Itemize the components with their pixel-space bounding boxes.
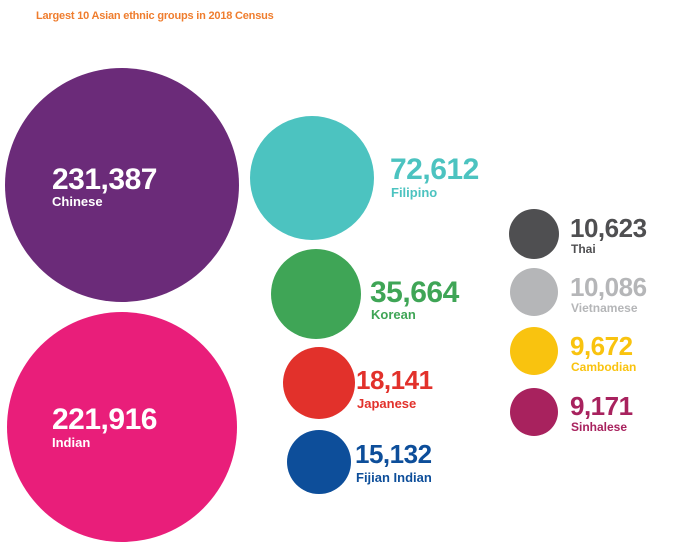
value-label-korean: 35,664 [370, 276, 459, 309]
value-label-chinese: 231,387 [52, 163, 157, 196]
value-label-thai: 10,623 [570, 213, 647, 243]
value-label-vietnamese: 10,086 [570, 272, 647, 302]
category-label-japanese: Japanese [357, 396, 417, 411]
category-label-sinhalese: Sinhalese [571, 420, 628, 434]
value-label-filipino: 72,612 [390, 153, 479, 186]
bubble-vietnamese [510, 268, 558, 316]
category-label-vietnamese: Vietnamese [571, 301, 638, 315]
category-label-chinese: Chinese [52, 194, 103, 209]
category-label-fijian-indian: Fijian Indian [356, 470, 432, 485]
value-label-cambodian: 9,672 [570, 331, 633, 361]
chart-title: Largest 10 Asian ethnic groups in 2018 C… [36, 10, 274, 22]
bubble-korean [271, 249, 361, 339]
bubble-thai [509, 209, 559, 259]
bubble-filipino [250, 116, 374, 240]
value-label-sinhalese: 9,171 [570, 391, 633, 421]
bubble-indian [7, 312, 237, 542]
category-label-thai: Thai [571, 242, 596, 256]
bubble-fijian-indian [287, 430, 351, 494]
category-label-cambodian: Cambodian [571, 360, 637, 374]
bubble-chinese [5, 68, 239, 302]
bubble-sinhalese [510, 388, 558, 436]
bubble-cambodian [510, 327, 558, 375]
category-label-filipino: Filipino [391, 185, 438, 200]
category-label-korean: Korean [371, 307, 416, 322]
value-label-japanese: 18,141 [356, 365, 433, 395]
category-label-indian: Indian [52, 435, 91, 450]
value-label-fijian-indian: 15,132 [355, 439, 432, 469]
bubble-japanese [283, 347, 355, 419]
value-label-indian: 221,916 [52, 403, 157, 436]
